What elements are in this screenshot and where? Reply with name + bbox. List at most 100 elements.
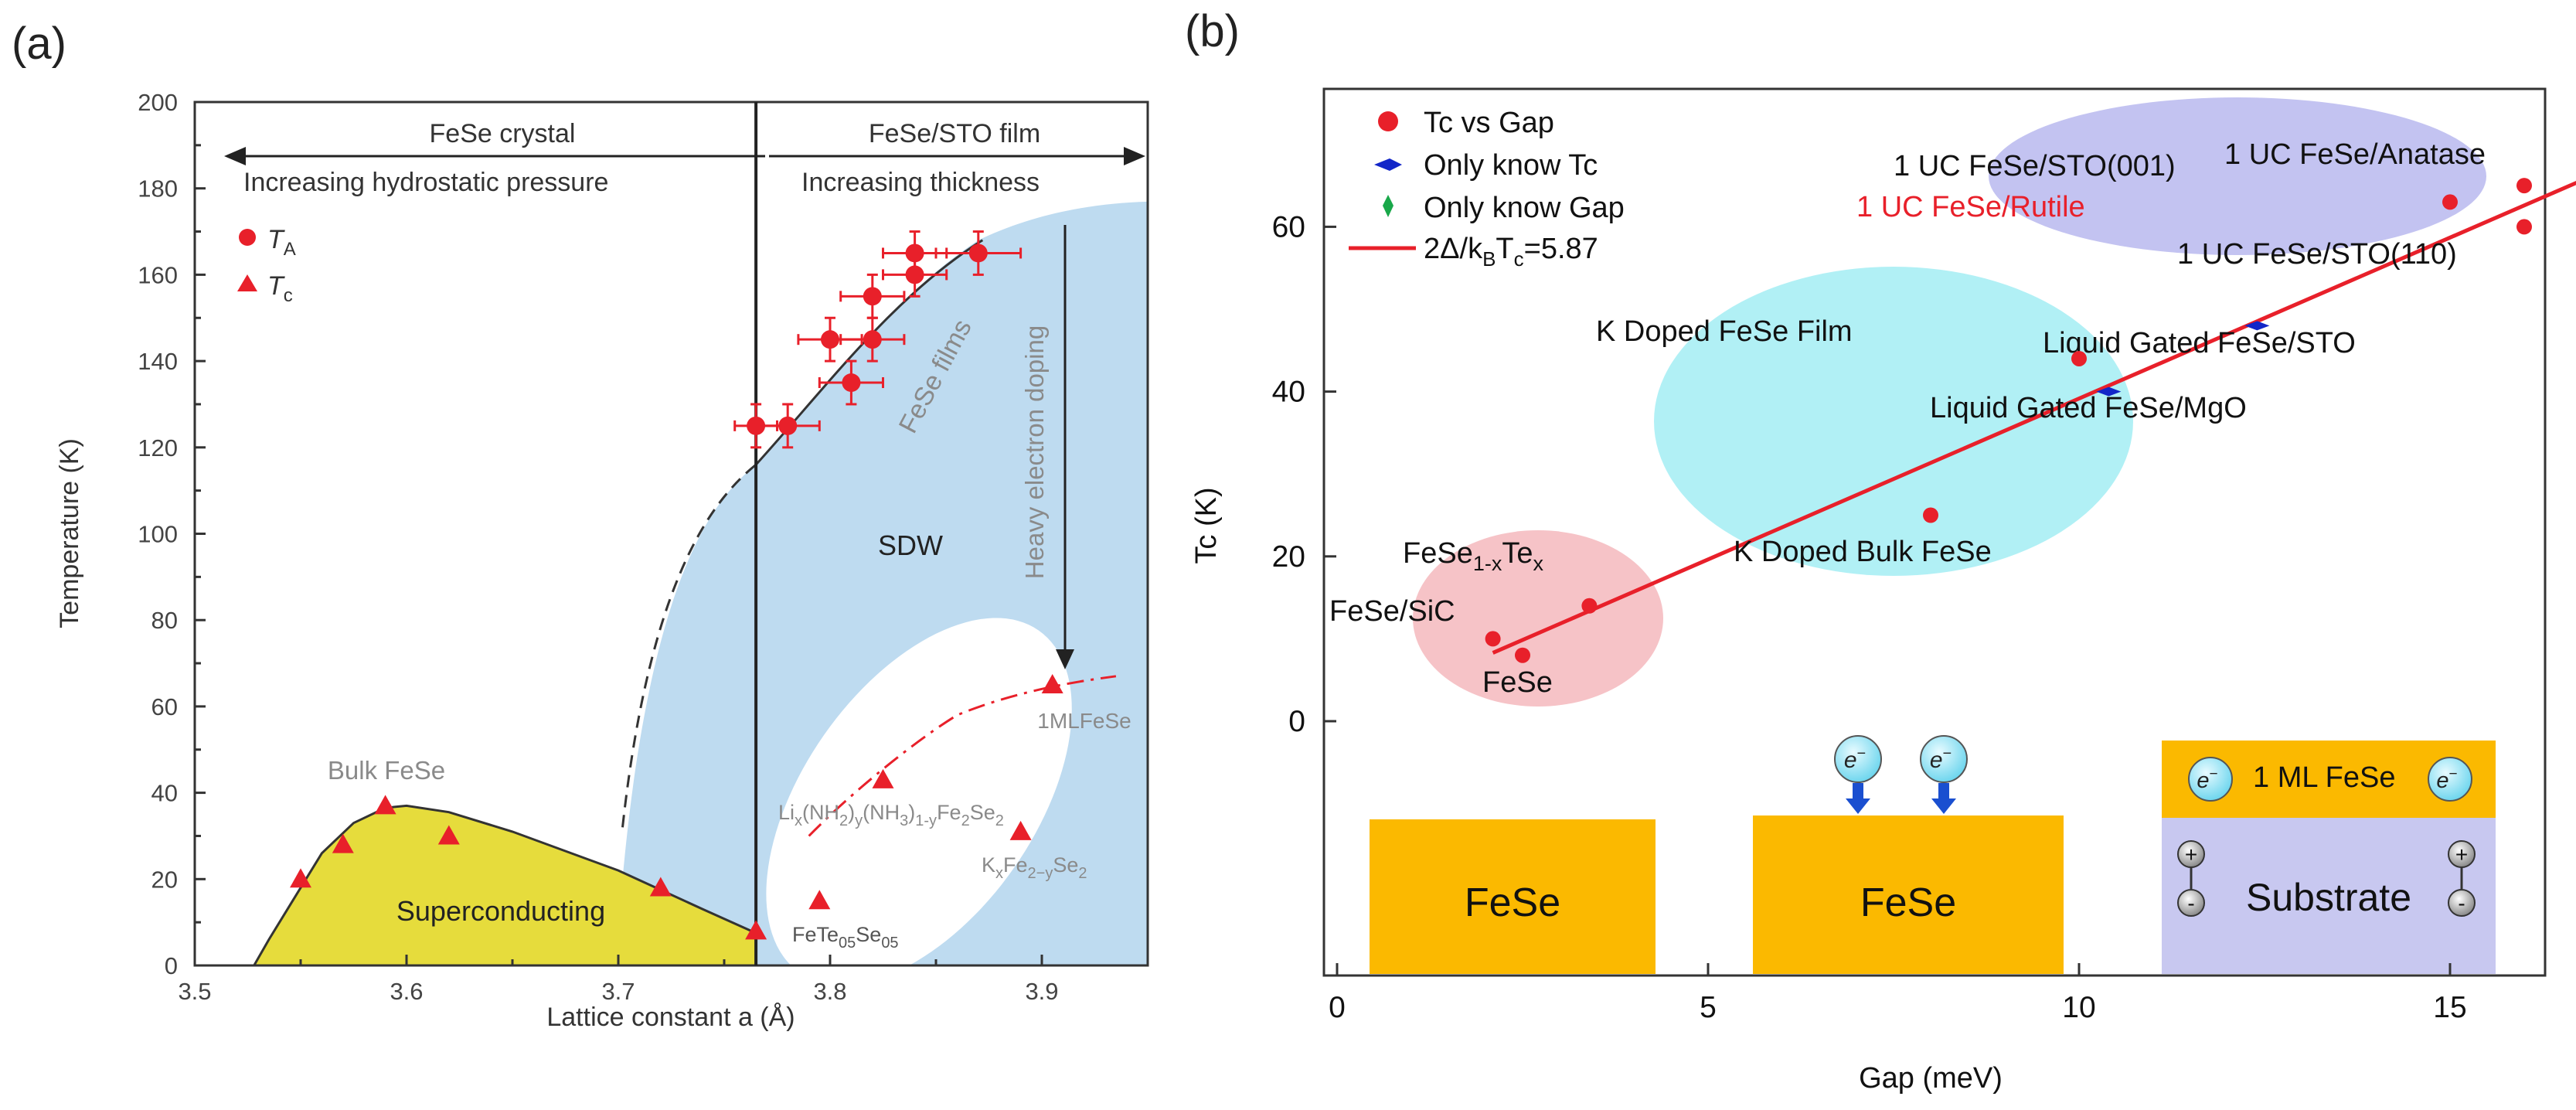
panel-a-letter: (a) xyxy=(12,19,66,69)
ta-extrapolation-dashed xyxy=(621,463,757,828)
label-uc-sto110: 1 UC FeSe/STO(110) xyxy=(2177,238,2457,271)
panel-b: (b) FeSe FeSe 1 ML FeSe Substrate e− e− xyxy=(1185,6,2576,1095)
b-ylabel: Tc (K) xyxy=(1190,487,1223,564)
a-ytick-label: 40 xyxy=(151,780,178,807)
a-ytick-label: 0 xyxy=(165,952,178,979)
panel-a: (a) 0 20 40 60 80 100 120 140 160 180 200 3.5 3.6 3.7… xyxy=(12,19,1149,1032)
a-ytick-label: 140 xyxy=(138,348,178,375)
label-k-doped-bulk: K Doped Bulk FeSe xyxy=(1734,536,1992,568)
tc-point xyxy=(1041,673,1063,693)
label-liquid-gated-mgo: Liquid Gated FeSe/MgO xyxy=(1930,392,2247,424)
svg-text:-: - xyxy=(2458,891,2465,915)
panel-b-data-points xyxy=(1485,178,2532,663)
legend-only-tc-marker xyxy=(1374,158,1402,171)
svg-text:e−: e− xyxy=(2197,766,2217,793)
electron-2: e− xyxy=(1920,735,1968,814)
fese-sto-film-label: FeSe/STO film xyxy=(869,119,1040,148)
tc-vs-gap-point xyxy=(1515,647,1530,663)
charge-pair-right: + - xyxy=(2448,840,2476,917)
svg-text:+: + xyxy=(2185,843,2197,867)
a-xtick-label: 3.8 xyxy=(813,978,846,1005)
charge-pair-left: + - xyxy=(2177,840,2205,917)
superconducting-label: Superconducting xyxy=(396,895,605,927)
fese-box-bulk xyxy=(1370,819,1656,974)
only-tc-point xyxy=(2096,386,2122,397)
electron-1: e− xyxy=(1834,735,1882,814)
tc-point xyxy=(1009,820,1032,840)
heavy-doping-arrowhead xyxy=(1056,649,1074,669)
a-xlabel: Lattice constant a (Å) xyxy=(546,1003,795,1032)
a-ytick-label: 200 xyxy=(138,89,178,116)
svg-text:-: - xyxy=(2187,891,2194,915)
superconducting-region xyxy=(254,805,757,965)
a-ytick-label: 20 xyxy=(151,866,178,893)
a-ytick-label: 80 xyxy=(151,607,178,634)
heavy-doping-label: Heavy electron doping xyxy=(1020,325,1049,579)
a-ytick-label: 100 xyxy=(138,521,178,548)
label-uc-rutile: 1 UC FeSe/Rutile xyxy=(1856,191,2085,223)
b-xtick-label: 10 xyxy=(2062,991,2095,1024)
right-arrowhead xyxy=(1124,147,1145,165)
substrate-layer xyxy=(2162,818,2496,974)
a-ytick-label: 180 xyxy=(138,175,178,203)
svg-text:e−: e− xyxy=(2436,766,2457,793)
b-ytick-label: 40 xyxy=(1272,376,1305,409)
tc-dome-curve xyxy=(253,804,757,965)
one-uc-ellipse xyxy=(1989,97,2486,255)
b-ytick-label: 60 xyxy=(1272,210,1305,243)
label-fese-sic: FeSe/SiC xyxy=(1329,595,1455,628)
ta-point xyxy=(934,230,1023,276)
tc-vs-gap-point xyxy=(2516,178,2532,194)
b-xtick-label: 0 xyxy=(1329,991,1346,1024)
only-tc-point xyxy=(2244,321,2270,331)
tc-point xyxy=(649,877,672,897)
a-xtick-label: 3.7 xyxy=(601,978,635,1005)
one-ml-fese-text: 1 ML FeSe xyxy=(2253,761,2395,794)
tc-vs-gap-point xyxy=(1581,598,1598,614)
svg-text:e−: e− xyxy=(1930,745,1952,773)
legend-tc-marker xyxy=(237,274,257,291)
left-arrowhead xyxy=(224,147,246,165)
fete-label: FeTe05Se05 xyxy=(792,923,899,952)
a-ytick-label: 120 xyxy=(138,434,178,461)
legend-fit-label: 2Δ/kBTc=5.87 xyxy=(1424,233,1598,271)
legend-ta-marker xyxy=(239,229,256,246)
tc-point xyxy=(872,768,894,788)
fese-box-doped-label: FeSe xyxy=(1860,880,1956,925)
a-xtick-label: 3.6 xyxy=(390,978,423,1005)
legend-tc-vs-gap: Tc vs Gap xyxy=(1424,107,1554,139)
legend-tc-vs-gap-marker xyxy=(1378,111,1398,131)
fit-line xyxy=(1492,180,2576,655)
tc-point xyxy=(437,825,460,845)
ta-point xyxy=(754,403,821,449)
fese-box-doped xyxy=(1753,815,2064,974)
ta-point xyxy=(797,316,863,363)
panel-b-frame xyxy=(1322,87,2547,977)
tc-vs-gap-point xyxy=(1923,507,1938,523)
panel-a-data-points xyxy=(290,230,1063,940)
label-liquid-gated-sto: Liquid Gated FeSe/STO xyxy=(2043,327,2356,359)
fese-box-bulk-label: FeSe xyxy=(1465,880,1560,925)
substrate-text: Substrate xyxy=(2246,876,2411,919)
legend-ta-label: TA xyxy=(267,225,296,260)
ta-point xyxy=(839,316,906,363)
label-k-doped-film: K Doped FeSe Film xyxy=(1596,315,1853,348)
tc-point xyxy=(808,890,831,910)
legend-only-tc: Only know Tc xyxy=(1424,149,1598,182)
b-xlabel: Gap (meV) xyxy=(1859,1062,2003,1095)
a-xtick-label: 3.9 xyxy=(1025,978,1058,1005)
sdw-label: SDW xyxy=(878,529,943,561)
panel-b-ticks: 051015200204060 xyxy=(1272,210,2467,1024)
b-xtick-label: 5 xyxy=(1700,991,1717,1024)
ta-point xyxy=(818,359,884,406)
k-compound-label: KxFe2−ySe2 xyxy=(982,853,1087,882)
tc-point xyxy=(374,795,396,815)
svg-text:+: + xyxy=(2455,843,2468,867)
label-uc-anatase: 1 UC FeSe/Anatase xyxy=(2224,138,2486,171)
panel-a-ticks: 0 20 40 60 80 100 120 140 160 180 200 3.5 3.6 3.7 3.8 3… xyxy=(138,89,1149,1005)
pressure-label: Increasing hydrostatic pressure xyxy=(243,168,608,197)
tc-vs-gap-point xyxy=(1485,631,1501,647)
thickness-label: Increasing thickness xyxy=(801,168,1040,197)
tc-point xyxy=(332,833,354,853)
